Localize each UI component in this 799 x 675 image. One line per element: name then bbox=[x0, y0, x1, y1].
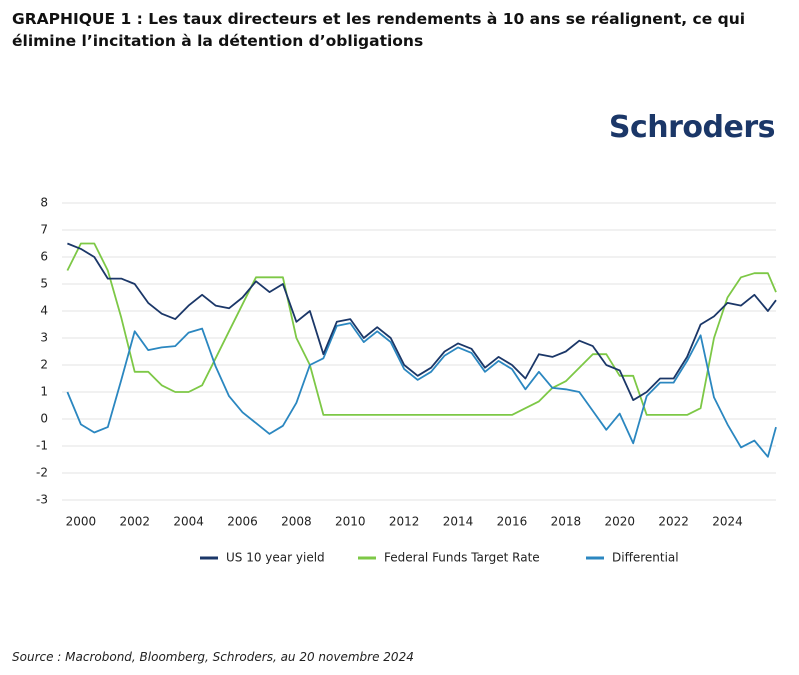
x-tick-label: 2012 bbox=[389, 515, 420, 529]
y-tick-label: 1 bbox=[40, 385, 48, 399]
x-tick-label: 2022 bbox=[658, 515, 689, 529]
y-tick-label: 8 bbox=[40, 196, 48, 210]
x-tick-label: 2006 bbox=[227, 515, 258, 529]
brand-logo: Schroders bbox=[608, 110, 776, 145]
y-tick-label: -3 bbox=[36, 493, 48, 507]
x-tick-label: 2016 bbox=[497, 515, 528, 529]
y-tick-label: -1 bbox=[36, 439, 48, 453]
x-tick-label: 2024 bbox=[712, 515, 743, 529]
x-tick-label: 2008 bbox=[281, 515, 312, 529]
y-tick-label: 6 bbox=[40, 250, 48, 264]
y-tick-label: 7 bbox=[40, 223, 48, 237]
y-tick-label: 5 bbox=[40, 277, 48, 291]
x-tick-label: 2014 bbox=[443, 515, 474, 529]
chart-title: GRAPHIQUE 1 : Les taux directeurs et les… bbox=[12, 10, 746, 50]
source-note: Source : Macrobond, Bloomberg, Schroders… bbox=[12, 650, 414, 664]
x-tick-label: 2018 bbox=[551, 515, 582, 529]
x-tick-label: 2000 bbox=[66, 515, 97, 529]
series-line bbox=[67, 242, 777, 401]
x-tick-label: 2010 bbox=[335, 515, 366, 529]
y-tick-label: 0 bbox=[40, 412, 48, 426]
series-line bbox=[66, 242, 777, 416]
legend-label: US 10 year yield bbox=[226, 551, 325, 565]
x-tick-label: 2004 bbox=[173, 515, 204, 529]
series-line bbox=[66, 322, 777, 458]
chart: -3 -2 -1 0 1 2 3 4 5 6 7 8 2000 2002 2004 2006 2008 2010 2… bbox=[36, 196, 777, 565]
y-tick-label: 3 bbox=[40, 331, 48, 345]
y-tick-label: -2 bbox=[36, 466, 48, 480]
legend-label: Federal Funds Target Rate bbox=[384, 551, 540, 565]
y-tick-label: 4 bbox=[40, 304, 48, 318]
x-tick-label: 2002 bbox=[119, 515, 150, 529]
legend-label: Differential bbox=[612, 551, 679, 565]
y-tick-label: 2 bbox=[40, 358, 48, 372]
x-tick-label: 2020 bbox=[604, 515, 635, 529]
